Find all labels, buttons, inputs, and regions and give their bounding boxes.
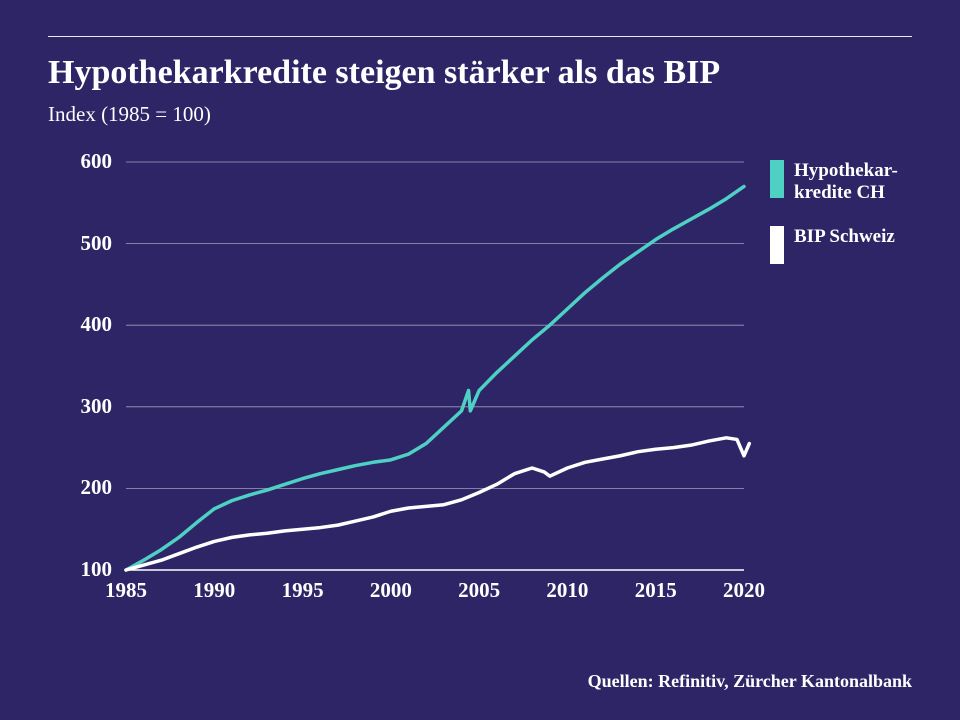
legend-label: BIP Schweiz [794,226,895,248]
x-tick-label: 2005 [444,578,514,603]
y-tick-label: 200 [52,475,112,500]
chart-subtitle: Index (1985 = 100) [48,102,211,127]
y-tick-label: 600 [52,149,112,174]
legend: Hypothekar-kredite CH BIP Schweiz [770,160,950,286]
legend-swatch [770,226,784,264]
x-tick-label: 1985 [91,578,161,603]
legend-item: BIP Schweiz [770,226,950,264]
legend-item: Hypothekar-kredite CH [770,160,950,204]
chart-title: Hypothekarkredite steigen stärker als da… [48,54,720,92]
x-tick-label: 2015 [621,578,691,603]
y-tick-label: 500 [52,231,112,256]
x-tick-label: 2010 [532,578,602,603]
legend-label: Hypothekar-kredite CH [794,160,898,204]
y-tick-label: 300 [52,394,112,419]
x-tick-label: 1995 [268,578,338,603]
x-tick-label: 2020 [709,578,779,603]
x-tick-label: 1990 [179,578,249,603]
x-tick-label: 2000 [356,578,426,603]
legend-swatch [770,160,784,198]
sources-text: Quellen: Refinitiv, Zürcher Kantonalbank [588,671,912,692]
top-rule [48,36,912,37]
y-tick-label: 400 [52,312,112,337]
series-line [126,186,744,570]
series-line [126,438,749,570]
